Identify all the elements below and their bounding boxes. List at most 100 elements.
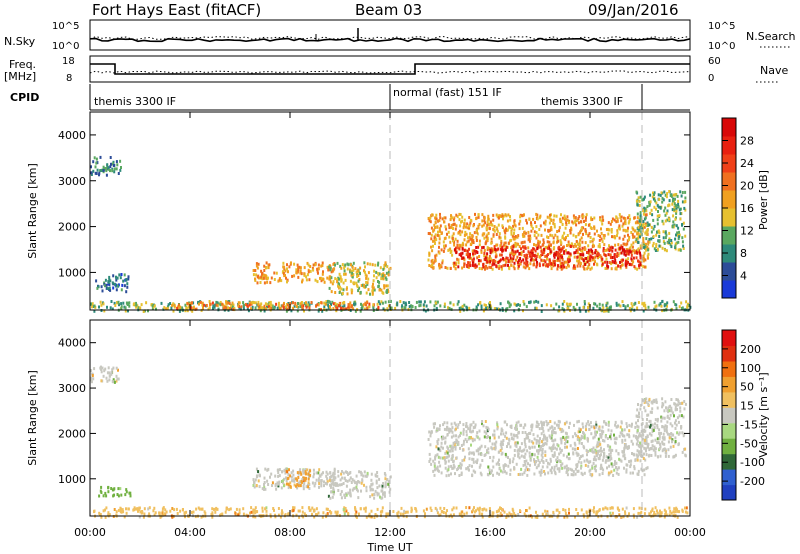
- echo-cell: [255, 467, 258, 471]
- echo-cell: [560, 241, 563, 245]
- echo-cell: [590, 216, 593, 220]
- echo-cell: [630, 257, 633, 261]
- echo-cell: [644, 207, 647, 211]
- echo-cell: [117, 377, 120, 381]
- echo-cell: [490, 306, 493, 310]
- echo-cell: [340, 496, 343, 500]
- nsky-label: N.Sky: [4, 35, 36, 48]
- echo-cell: [332, 478, 335, 482]
- echo-cell: [537, 243, 540, 247]
- echo-cell: [678, 230, 680, 234]
- echo-cell: [252, 484, 255, 487]
- echo-cell: [591, 258, 594, 262]
- echo-cell: [450, 249, 453, 253]
- echo-cell: [110, 371, 113, 374]
- echo-cell: [476, 507, 479, 511]
- echo-cell: [656, 222, 659, 226]
- echo-cell: [383, 491, 386, 495]
- echo-cell: [320, 301, 323, 305]
- echo-cell: [638, 260, 641, 264]
- echo-cell: [522, 300, 525, 303]
- echo-cell: [584, 229, 587, 233]
- echo-cell: [638, 264, 640, 268]
- echo-cell: [434, 226, 436, 230]
- echo-cell: [192, 306, 195, 310]
- echo-cell: [472, 420, 475, 424]
- echo-cell: [441, 261, 444, 265]
- echo-cell: [621, 263, 624, 267]
- echo-cell: [504, 236, 507, 240]
- echo-cell: [270, 303, 273, 307]
- echo-cell: [452, 218, 455, 222]
- echo-cell: [111, 307, 114, 311]
- echo-cell: [299, 302, 302, 306]
- echo-cell: [337, 304, 340, 308]
- echo-cell: [444, 441, 447, 445]
- echo-cell: [659, 511, 662, 515]
- echo-cell: [594, 448, 597, 452]
- echo-cell: [326, 507, 329, 511]
- echo-cell: [445, 474, 448, 478]
- echo-cell: [594, 302, 597, 306]
- echo-cell: [639, 222, 642, 226]
- echo-cell: [315, 478, 318, 482]
- echo-cell: [525, 253, 528, 257]
- echo-cell: [450, 472, 452, 476]
- echo-cell: [292, 469, 295, 473]
- echo-cell: [572, 305, 575, 309]
- echo-cell: [351, 265, 354, 269]
- echo-cell: [664, 213, 667, 217]
- echo-cell: [560, 448, 563, 452]
- echo-cell: [549, 426, 552, 430]
- echo-cell: [615, 303, 618, 307]
- echo-cell: [474, 251, 477, 255]
- echo-cell: [548, 246, 550, 250]
- echo-cell: [553, 451, 556, 455]
- echo-cell: [613, 253, 616, 257]
- echo-cell: [659, 442, 661, 446]
- echo-cell: [530, 454, 533, 458]
- echo-cell: [519, 262, 521, 266]
- echo-cell: [579, 231, 582, 235]
- echo-cell: [598, 238, 601, 242]
- echo-cell: [473, 506, 475, 510]
- echo-cell: [250, 510, 253, 514]
- echo-cell: [450, 446, 453, 450]
- echo-cell: [607, 471, 610, 475]
- echo-cell: [283, 468, 286, 472]
- echo-cell: [664, 219, 667, 223]
- echo-cell: [570, 473, 573, 477]
- echo-cell: [607, 221, 610, 225]
- echo-cell: [565, 266, 568, 270]
- echo-cell: [646, 205, 649, 209]
- echo-cell: [607, 247, 610, 251]
- echo-cell: [439, 424, 441, 428]
- echo-cell: [506, 256, 509, 260]
- echo-cell: [492, 233, 495, 237]
- echo-cell: [349, 301, 352, 305]
- echo-cell: [620, 459, 623, 463]
- echo-cell: [679, 406, 682, 410]
- echo-cell: [179, 509, 182, 513]
- echo-cell: [286, 280, 288, 284]
- echo-cell: [509, 472, 512, 476]
- echo-cell: [599, 216, 602, 220]
- echo-cell: [477, 226, 480, 230]
- echo-cell: [469, 243, 472, 246]
- echo-cell: [447, 230, 450, 234]
- echo-cell: [553, 431, 556, 434]
- echo-cell: [336, 278, 339, 282]
- echo-cell: [432, 469, 435, 473]
- echo-cell: [332, 488, 335, 492]
- echo-cell: [124, 278, 127, 282]
- echo-cell: [575, 434, 578, 438]
- echo-cell: [447, 459, 450, 463]
- echo-cell: [372, 279, 375, 283]
- echo-cell: [677, 240, 680, 244]
- echo-cell: [580, 464, 583, 468]
- echo-cell: [583, 459, 586, 463]
- echo-cell: [510, 263, 513, 267]
- echo-cell: [496, 243, 499, 247]
- echo-cell: [343, 493, 346, 497]
- echo-cell: [461, 266, 464, 270]
